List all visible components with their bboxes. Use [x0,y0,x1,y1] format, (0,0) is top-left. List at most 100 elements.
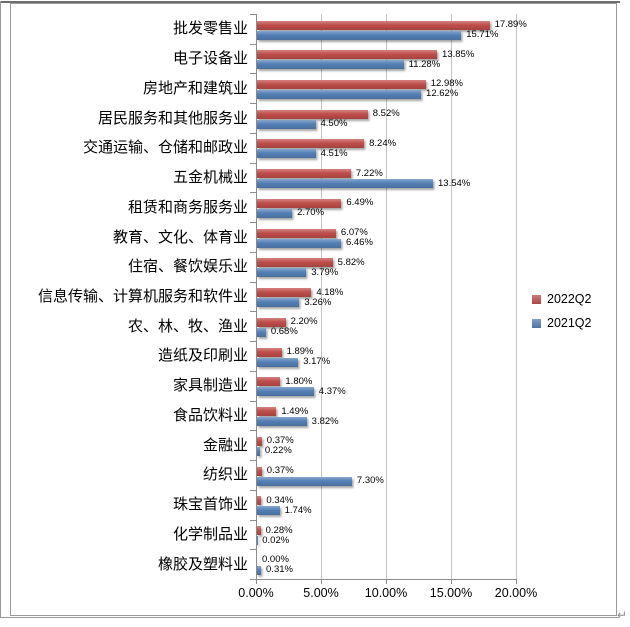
category-axis-tick [250,132,256,134]
gridline-15pct [451,14,452,579]
value-label-2021q2-5: 13.54% [438,177,471,189]
value-label-2022q2-3: 8.52% [372,108,400,120]
table-border-bottom [0,617,619,618]
value-label-2021q2-7: 6.46% [345,237,373,249]
value-axis-tick [256,579,257,584]
bar-2022q2-3 [257,109,368,119]
value-label-2022q2-9: 4.18% [316,286,344,298]
bar-2021q2-16 [257,506,280,516]
value-label-2022q2-4: 8.24% [369,137,397,149]
value-label-2021q2-1: 11.28% [408,58,441,70]
category-axis-tick [250,222,256,224]
bar-2022q2-9 [257,288,312,298]
bar-2021q2-14 [257,446,260,456]
value-label-2022q2-18: 0.00% [262,554,289,566]
category-axis-line [256,14,257,579]
value-label-2021q2-18: 0.31% [266,564,293,576]
category-axis-tick [250,43,256,45]
category-label: 电子设备业 [172,50,248,68]
value-label-2022q2-8: 5.82% [337,256,365,268]
value-label-2021q2-17: 0.02% [262,534,290,546]
value-label-2021q2-12: 4.37% [318,385,346,397]
category-axis-tick [250,549,256,551]
gridline-10pct [386,14,387,579]
bar-2021q2-9 [257,298,300,308]
value-label-2022q2-14: 0.37% [266,435,294,447]
bar-2021q2-15 [257,476,352,486]
paragraph-return-mark-icon: ↵ [617,608,628,622]
bar-2022q2-4 [257,139,365,149]
category-label: 纺织业 [202,466,248,484]
bar-2021q2-13 [257,417,307,427]
value-axis-tick-label: 5.00% [303,586,339,600]
value-label-2021q2-11: 3.17% [303,356,331,368]
bar-2021q2-18 [257,565,262,575]
category-label: 住宿、餐饮娱乐业 [127,258,248,276]
category-label: 租赁和商务服务业 [127,198,248,216]
bar-2022q2-16 [257,496,262,506]
table-border-top [0,1,620,3]
value-axis-tick [386,579,387,584]
bar-2021q2-6 [257,208,293,218]
legend-item-2022q2[interactable]: 2022Q2 [532,292,591,306]
value-label-2021q2-2: 12.62% [426,88,459,100]
bar-2022q2-6 [257,198,342,208]
value-axis-tick-label: 15.00% [429,586,473,600]
bar-2022q2-0 [257,20,490,30]
value-label-2021q2-3: 4.50% [320,118,348,130]
gridline-20pct [516,14,517,579]
category-label: 房地产和建筑业 [142,79,248,97]
category-axis-tick [250,311,256,313]
bar-2021q2-7 [257,238,341,248]
value-axis-tick-label: 10.00% [364,586,408,600]
value-axis-tick [321,579,322,584]
category-axis-tick [250,103,256,105]
category-axis-tick [250,370,256,372]
value-label-2022q2-10: 2.20% [290,316,318,328]
legend-swatch-2022q2-icon [532,294,541,304]
bar-2022q2-12 [257,377,281,387]
table-border-left [0,1,1,618]
bar-2021q2-12 [257,387,314,397]
bar-2022q2-14 [257,436,262,446]
bar-2021q2-8 [257,268,307,278]
category-label: 食品饮料业 [172,406,248,424]
category-axis-tick [250,489,256,491]
category-axis-tick [250,73,256,75]
value-label-2021q2-15: 7.30% [356,475,384,487]
chart-frame[interactable]: 0.00% 5.00% 10.00% 15.00% 20.00% 批发零售业 17.89% 1… [10,3,617,616]
legend-item-2021q2[interactable]: 2021Q2 [532,316,591,330]
category-label: 五金机械业 [172,169,248,187]
category-label: 批发零售业 [172,20,248,38]
value-label-2021q2-10: 0.68% [270,326,298,338]
bar-2022q2-2 [257,79,426,89]
category-label: 教育、文化、体育业 [112,228,248,246]
bar-2021q2-0 [257,30,462,40]
category-label: 居民服务和其他服务业 [97,109,248,127]
category-axis-tick [250,460,256,462]
value-label-2022q2-2: 12.98% [430,78,463,90]
value-label-2022q2-1: 13.85% [442,48,475,60]
category-label: 造纸及印刷业 [157,347,248,365]
category-label: 化学制品业 [172,525,248,543]
bar-2022q2-13 [257,407,277,417]
bar-chart-plot-area: 0.00% 5.00% 10.00% 15.00% 20.00% 批发零售业 17.89% 1… [11,4,616,615]
bar-2022q2-7 [257,228,336,238]
value-label-2022q2-11: 1.89% [286,346,314,358]
bar-2021q2-2 [257,89,422,99]
bar-2022q2-11 [257,347,282,357]
value-label-2021q2-9: 3.26% [304,296,332,308]
category-axis-tick [250,162,256,164]
value-label-2022q2-13: 1.49% [281,405,309,417]
legend-label-2021q2: 2021Q2 [547,316,592,330]
value-axis-tick [451,579,452,584]
value-label-2022q2-5: 7.22% [355,167,383,179]
category-axis-tick [250,341,256,343]
category-axis-tick [250,192,256,194]
value-label-2022q2-16: 0.34% [266,494,294,506]
value-label-2022q2-6: 6.49% [346,197,374,209]
value-label-2021q2-8: 3.79% [311,266,339,278]
value-axis-tick-label: 0.00% [238,586,274,600]
bar-2021q2-11 [257,357,299,367]
